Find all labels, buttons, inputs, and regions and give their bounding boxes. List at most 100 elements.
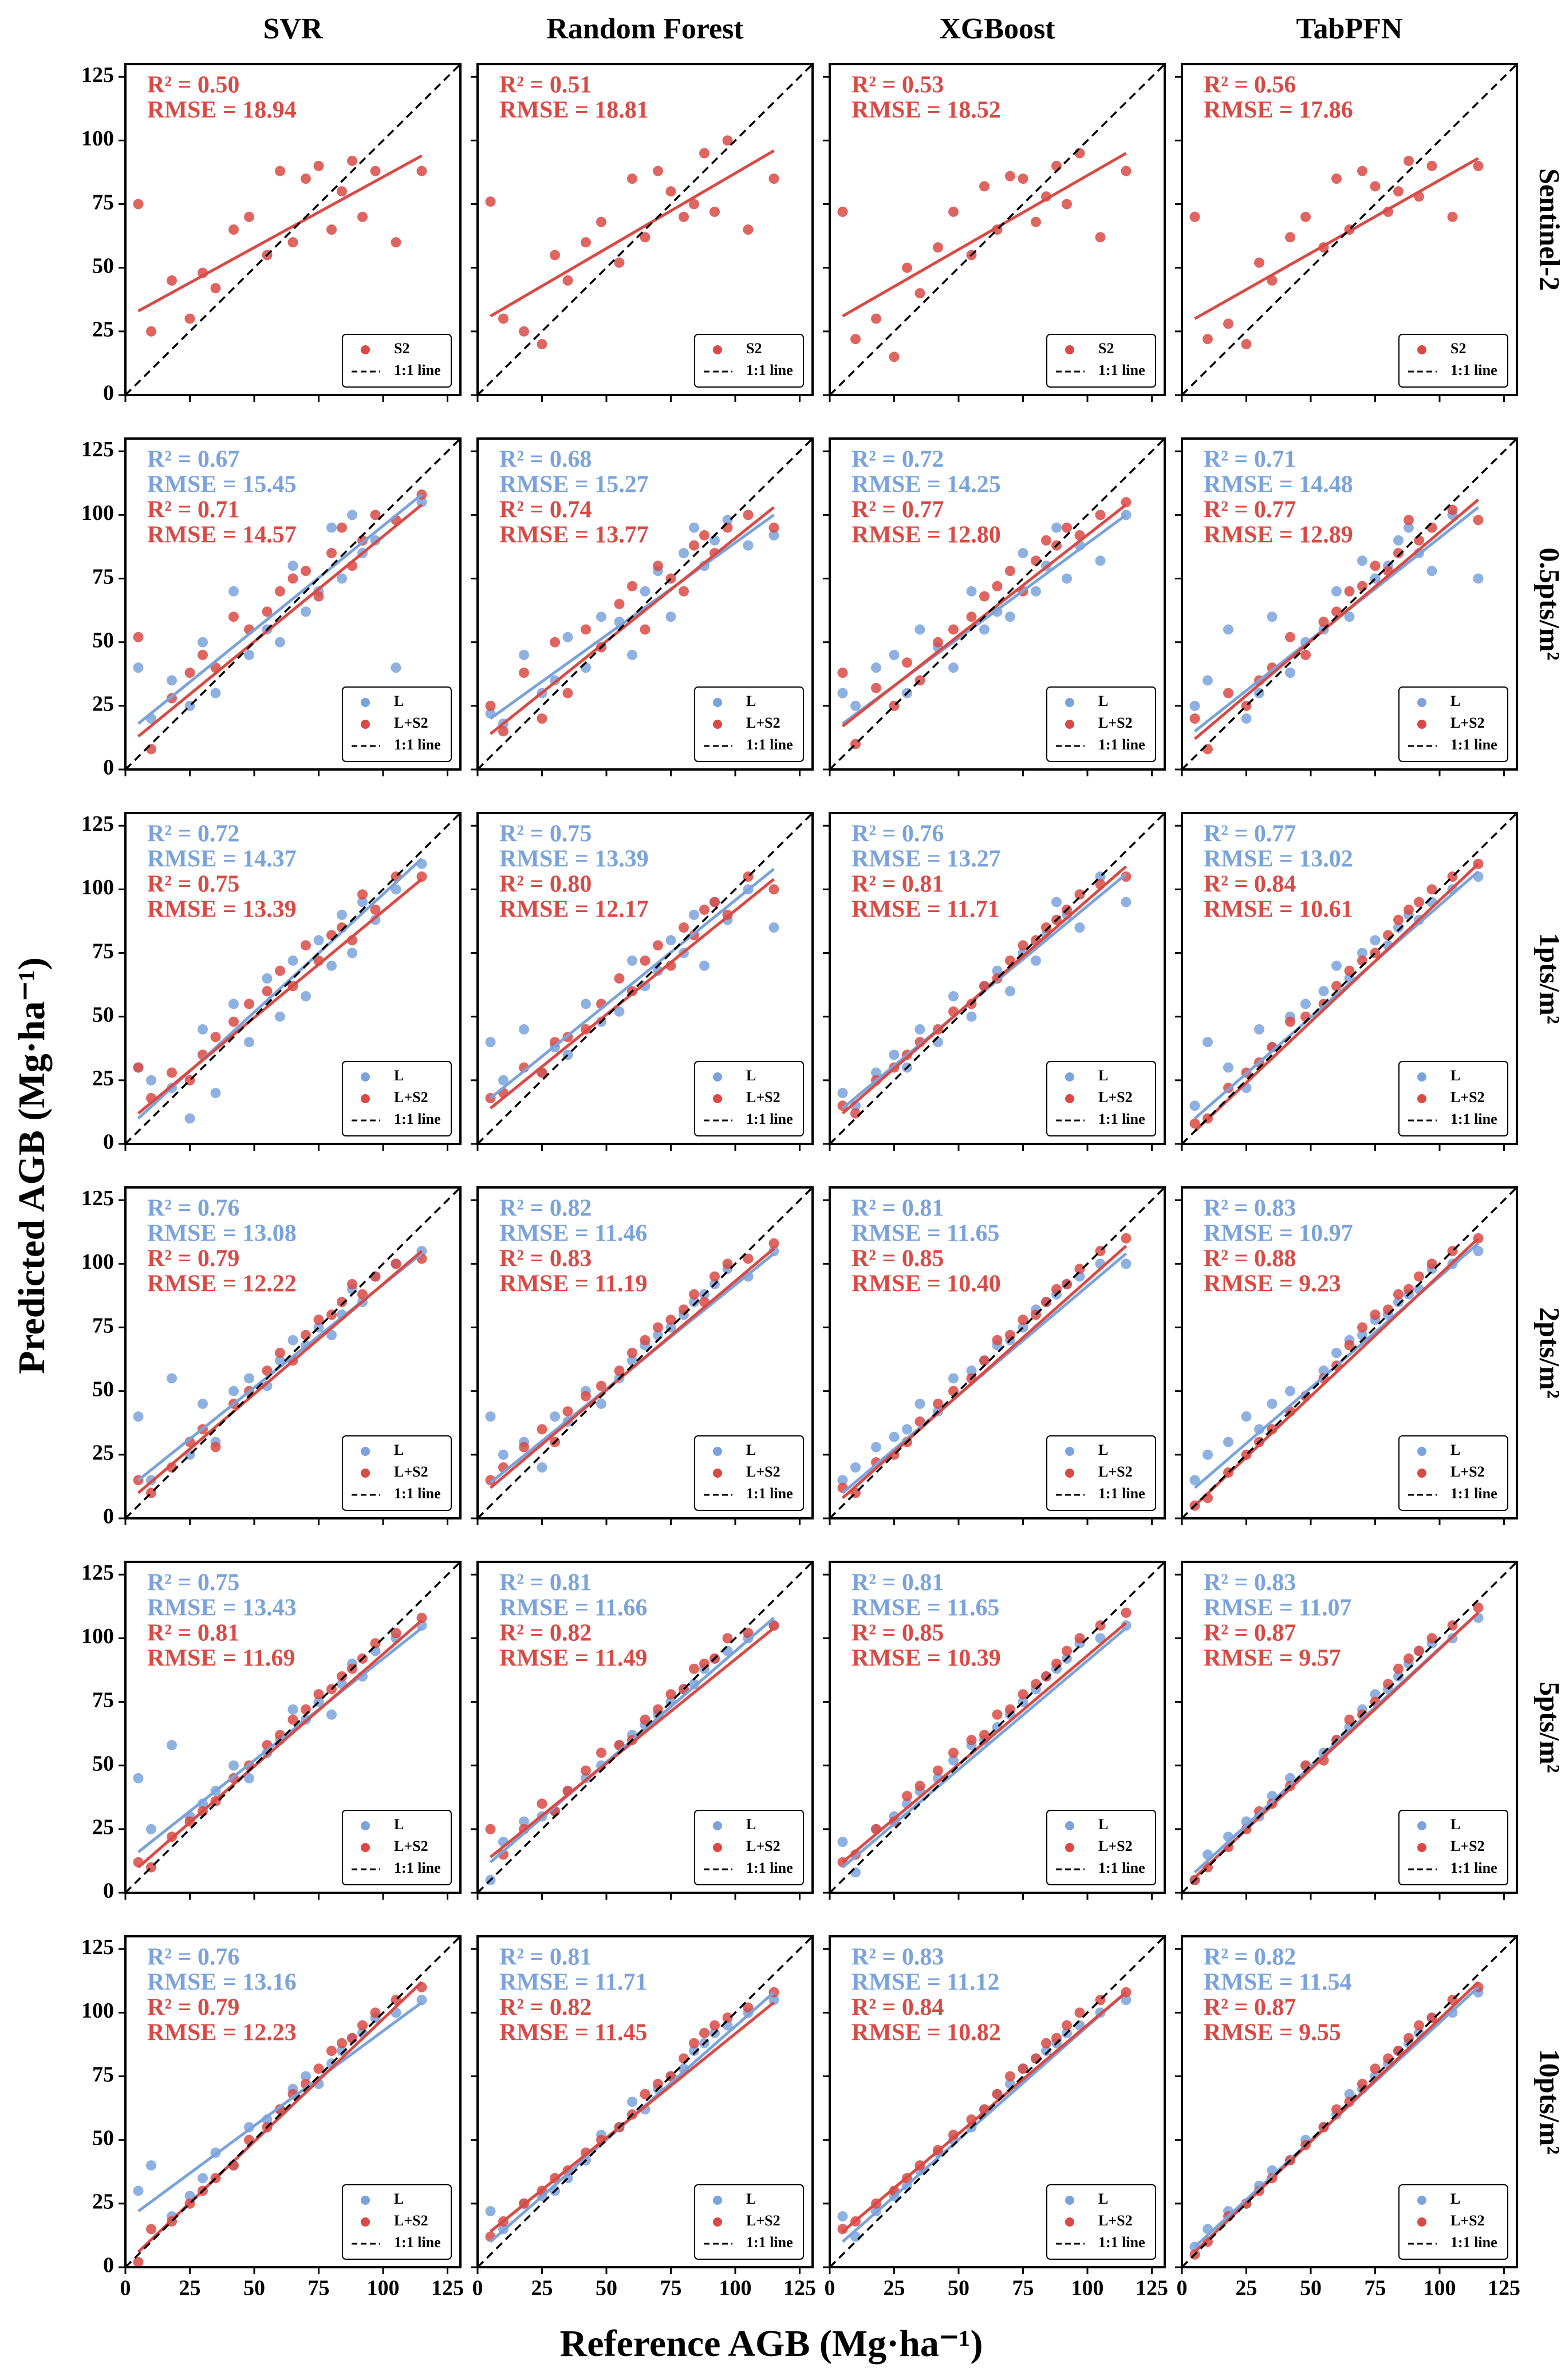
legend-label: S2 [394, 340, 409, 357]
legend-box [342, 1061, 452, 1136]
legend-label: L+S2 [394, 2212, 428, 2229]
stat-annotation: RMSE = 13.43 [147, 1595, 297, 1621]
row-label: 2pts/m² [1534, 1307, 1565, 1398]
scatter-point [665, 1315, 676, 1325]
scatter-point [337, 1297, 347, 1308]
scatter-point [768, 530, 779, 540]
legend-label: L [1450, 1442, 1460, 1458]
scatter-point [653, 1322, 663, 1333]
stat-annotation: RMSE = 11.49 [499, 1645, 647, 1672]
scatter-point [357, 889, 368, 900]
scatter-point [287, 573, 298, 584]
scatter-point [1203, 744, 1213, 755]
legend-label: 1:1 line [1450, 1860, 1497, 1876]
panel-frame [124, 812, 462, 1145]
legend-marker [361, 1447, 370, 1456]
scatter-point [1189, 1475, 1200, 1486]
scatter-point [1074, 2007, 1085, 2018]
scatter-point [722, 515, 733, 526]
scatter-point [1041, 535, 1051, 546]
legend-marker [1417, 1072, 1426, 1082]
scatter-point [1370, 935, 1381, 946]
scatter-point [627, 649, 637, 660]
scatter-point [1426, 566, 1437, 577]
legend-label: S2 [746, 340, 762, 357]
scatter-point [1473, 515, 1484, 526]
scatter-point [275, 586, 285, 597]
scatter-point [1121, 1233, 1132, 1244]
scatter-point [1414, 1645, 1424, 1656]
scatter-point [1404, 1653, 1414, 1664]
scatter-point [1393, 1663, 1404, 1674]
scatter-point [1005, 171, 1015, 181]
legend-label: L [746, 2190, 756, 2207]
panel-frame [476, 1561, 814, 1894]
y-tick-label: 25 [92, 318, 114, 342]
scatter-point [837, 2211, 848, 2222]
legend-label: L [1450, 693, 1460, 709]
scatter-point [326, 224, 337, 235]
stat-annotation: RMSE = 13.39 [147, 897, 297, 923]
scatter-point [1074, 148, 1085, 159]
legend-label: L [1450, 1067, 1460, 1084]
legend-box [694, 1810, 804, 1885]
scatter-point [326, 1329, 337, 1340]
scatter-point [301, 566, 311, 577]
scatter-point [627, 173, 637, 184]
scatter-point [1300, 998, 1311, 1009]
scatter-point [948, 1373, 959, 1384]
scatter-point [614, 1006, 625, 1017]
legend-marker [1065, 1094, 1074, 1103]
legend-box [342, 686, 452, 762]
scatter-point [699, 904, 709, 915]
scatter-point [301, 606, 311, 617]
scatter-point [948, 624, 959, 635]
scatter-point [1357, 555, 1367, 566]
legend-marker [361, 1072, 370, 1082]
y-tick-label: 0 [103, 381, 114, 405]
scatter-point [301, 991, 311, 1002]
scatter-point [1318, 986, 1329, 997]
legend-label: L [394, 1442, 404, 1458]
legend-label: L+S2 [1098, 715, 1133, 731]
scatter-point [914, 1781, 925, 1791]
scatter-point [627, 581, 637, 591]
scatter-point [581, 237, 591, 248]
scatter-point [933, 242, 943, 253]
scatter-point [337, 2038, 347, 2049]
stat-annotation: R² = 0.85 [852, 1246, 944, 1272]
scatter-point [1203, 1449, 1213, 1460]
scatter-point [1357, 581, 1367, 591]
scatter-point [1357, 955, 1367, 966]
stat-annotation: R² = 0.81 [852, 871, 944, 898]
scatter-point [301, 940, 311, 951]
scatter-point [357, 211, 368, 222]
scatter-point [550, 1411, 560, 1422]
scatter-point [837, 668, 848, 678]
legend-label: 1:1 line [1450, 736, 1497, 753]
scatter-point [416, 1995, 427, 2006]
legend-label: 1:1 line [394, 736, 441, 753]
stat-annotation: RMSE = 15.27 [499, 472, 649, 498]
scatter-point [1344, 2089, 1355, 2099]
legend-label: L [1450, 1816, 1460, 1833]
legend-marker [713, 1094, 722, 1103]
scatter-point [1095, 555, 1106, 566]
scatter-point [301, 1329, 311, 1340]
scatter-point [1357, 165, 1367, 176]
scatter-point [1121, 1620, 1132, 1631]
scatter-point [498, 726, 508, 737]
scatter-point [665, 1689, 676, 1700]
scatter-point [1473, 1603, 1484, 1613]
panel-frame [124, 437, 462, 771]
scatter-point [262, 973, 273, 984]
y-tick-label: 75 [92, 565, 114, 589]
scatter-point [1051, 1284, 1062, 1294]
stat-annotation: R² = 0.81 [147, 1620, 239, 1647]
fit-line [1193, 863, 1480, 1132]
stat-annotation: R² = 0.53 [852, 72, 944, 98]
legend-marker [1065, 1447, 1074, 1456]
